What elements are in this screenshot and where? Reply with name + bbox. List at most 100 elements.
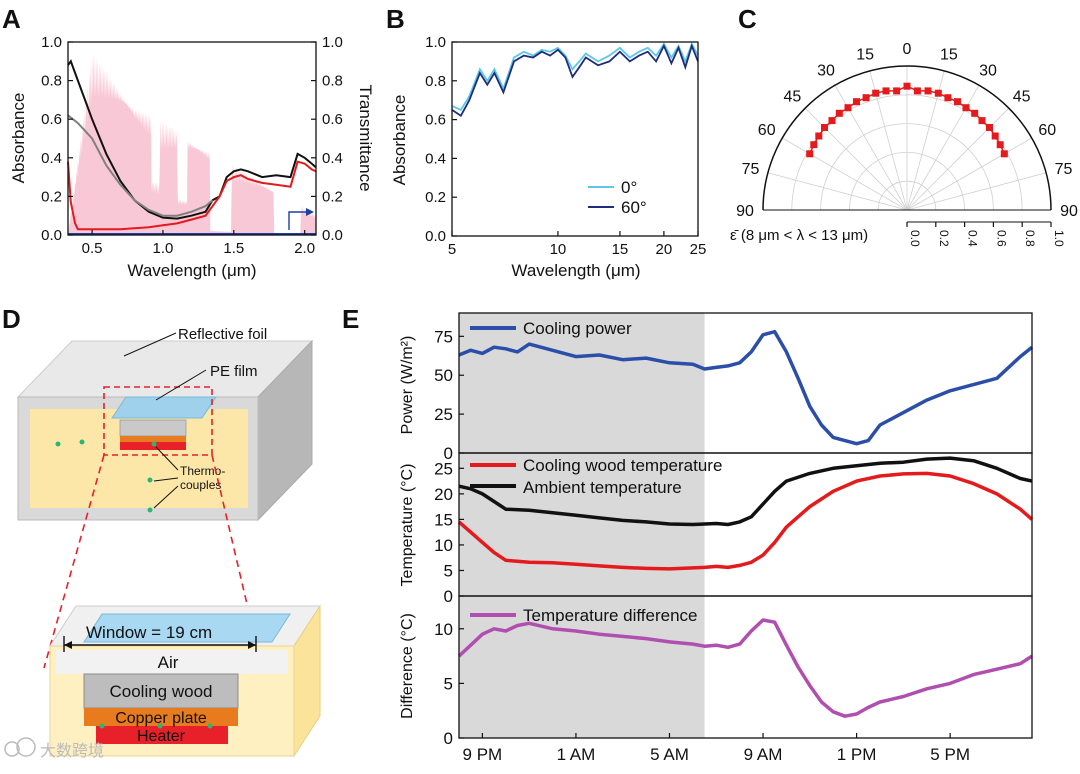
y-tick-label: 10 [434,620,453,639]
lower-heater [96,726,228,744]
y-tick-label-right: 1.0 [322,34,343,51]
legend-ambient: Ambient temperature [523,478,682,497]
watermark-icon [16,737,36,757]
panel-a-series-absorbance-red [67,160,317,231]
panel-b-ylabel: Absorbance [390,95,409,186]
panel-b-plot [451,41,699,117]
panel-b-xticks: 5 10 15 20 25 [448,231,707,258]
cooling-wood-label: Cooling wood [109,682,212,701]
thermocouples-leader-2 [153,477,179,482]
y-tick-label-right: 0.6 [322,111,343,128]
x-tick-label: 15 [612,241,629,258]
polar-angle-label: 90 [736,203,754,220]
polar-emissivity-point [1000,150,1008,158]
panel-c-label: C [738,4,757,34]
panel-b-series-60deg [451,43,699,117]
polar-emissivity-point [971,109,979,117]
panel-a-yticks: 0.0 0.2 0.4 0.6 0.8 1.0 [41,34,73,244]
legend-difference: Temperature difference [523,606,698,625]
y-tick-label: 25 [434,405,453,424]
panel-b-legend-0: 0° [621,178,637,197]
panel-e-temperature-ylabel: Temperature (°C) [399,464,416,587]
upper-window [111,396,217,419]
watermark: 大数跨境 [4,737,104,760]
y-tick-label: 5 [444,561,453,580]
polar-emissivity-point [862,94,870,102]
panel-e-temperature-series-1 [458,456,1033,527]
x-tick-label: 1.0 [153,240,174,257]
thermocouple-dot [79,439,85,445]
panel-b-series-0deg [451,41,699,112]
polar-angle-label: 30 [817,63,835,80]
polar-emissivity-point [893,87,901,95]
panel-b: B 0.0 0.2 0.4 0.6 0.8 1.0 5 10 15 20 25 Absorbanc… [386,4,706,280]
polar-grid-spoke [834,85,908,211]
y-tick-label: 0.8 [425,73,446,90]
polar-angle-label: 15 [940,47,958,64]
thermocouple-dot [99,723,105,729]
radial-tick-label: 0.6 [994,230,1008,247]
polar-emissivity-point [810,141,818,149]
y-tick-label: 0.0 [41,227,62,244]
polar-emissivity-point [978,117,986,125]
x-tick-label: 0.5 [82,240,103,257]
x-tick-label: 9 PM [463,745,503,764]
x-tick-label: 10 [550,241,567,258]
panel-b-frame [451,41,699,237]
polar-angle-label: 45 [1013,88,1031,105]
solar-spectrum-fill [68,51,316,236]
upper-wood [119,419,187,437]
y-tick-label: 20 [434,485,453,504]
heater-label: Heater [137,728,186,745]
polar-emissivity-point [934,89,942,97]
x-tick-label: 1 AM [557,745,596,764]
polar-emissivity-point [828,117,836,125]
y-tick-label-right: 0.8 [322,73,343,90]
lower-window [83,613,291,643]
x-tick-label: 5 AM [650,745,689,764]
lower-box [49,604,321,758]
window-arrow-left [64,641,72,649]
zoom-line-left [43,454,105,669]
polar-emissivity-point [821,124,828,131]
reflective-foil-leader [123,332,177,357]
thermocouples-label-1: Thermo- [180,464,225,478]
lower-wood [83,673,239,709]
polar-emissivity-point [882,87,890,95]
y-tick-label: 5 [444,674,453,693]
polar-emissivity-point [806,150,814,158]
polar-emissivity-point [844,104,852,112]
panel-d-label: D [2,304,21,334]
panel-e-difference-series-0 [457,618,1033,718]
polar-angle-label: 60 [1038,122,1056,139]
legend-cooling-power: Cooling power [523,319,632,338]
panel-b-xlabel: Wavelength (μm) [511,261,640,280]
thermocouples-leader-1 [155,446,179,471]
panel-b-legend-60: 60° [621,198,647,217]
x-tick-label: 20 [656,241,673,258]
y-tick-label: 75 [434,327,453,346]
polar-emissivity-point [913,87,921,95]
panel-a: A 0.00.20.40.60.81.0 0.00.20.40.60.81.0 … [2,4,375,280]
polar-outer-arc [762,65,1052,211]
x-tick-label: 25 [690,241,707,258]
panel-e-temperature-series-0 [457,471,1034,571]
lower-copper [84,708,238,726]
panel-a-yticks-right: 0.0 0.2 0.4 0.6 0.8 1.0 [311,34,343,244]
night-shading [459,313,705,738]
copper-plate-label: Copper plate [115,710,207,727]
pe-film-label: PE film [210,363,258,380]
panel-a-xticks: 0.5 1.0 1.5 2.0 [82,230,315,257]
polar-angle-label: 30 [979,63,997,80]
thermocouple-dot [55,441,61,447]
radial-tick-label: 0.4 [966,230,980,247]
polar-angle-label: 15 [856,47,874,64]
legend-cooling-wood: Cooling wood temperature [523,456,722,475]
y-tick-label: 0.4 [41,150,62,167]
radial-tick-label: 0.0 [908,230,922,247]
polar-emissivity-point [954,98,961,106]
x-tick-label: 9 AM [744,745,783,764]
